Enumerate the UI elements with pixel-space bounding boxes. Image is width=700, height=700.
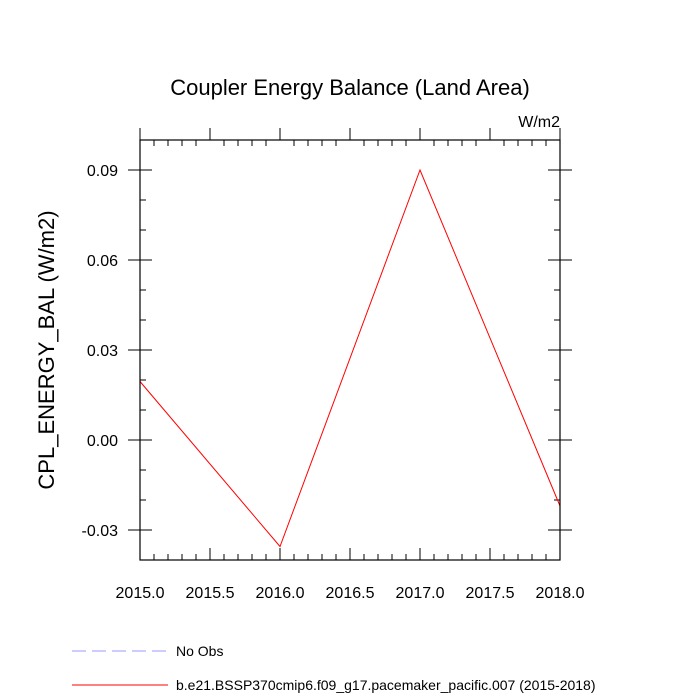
y-tick-label: 0.06 xyxy=(87,253,118,270)
y-axis-label: CPL_ENERGY_BAL (W/m2) xyxy=(34,210,59,489)
y-tick-label: 0.09 xyxy=(87,163,118,180)
legend-label-no-obs: No Obs xyxy=(176,643,223,659)
axis-ticks xyxy=(128,128,572,561)
series-line-0 xyxy=(139,168,561,548)
y-tick-label: 0.00 xyxy=(87,433,118,450)
x-tick-label: 2015.0 xyxy=(116,585,165,602)
tick-labels: 2015.0 2015.5 2016.0 2016.5 2017.0 2017.5 2018… xyxy=(82,163,585,602)
plot-frame xyxy=(139,139,561,561)
legend: No Obs b.e21.BSSP370cmip6.f09_g17.pacema… xyxy=(72,643,596,693)
y-tick-label: -0.03 xyxy=(82,523,119,540)
x-tick-label: 2018.0 xyxy=(536,585,585,602)
units-label: W/m2 xyxy=(518,114,560,131)
chart-title: Coupler Energy Balance (Land Area) xyxy=(170,75,530,100)
x-tick-label: 2015.5 xyxy=(186,585,235,602)
series-lines xyxy=(139,168,561,548)
y-tick-label: 0.03 xyxy=(87,343,118,360)
legend-label-model: b.e21.BSSP370cmip6.f09_g17.pacemaker_pac… xyxy=(176,677,596,693)
x-tick-label: 2017.0 xyxy=(396,585,445,602)
x-tick-label: 2016.5 xyxy=(326,585,375,602)
x-tick-label: 2016.0 xyxy=(256,585,305,602)
x-tick-label: 2017.5 xyxy=(466,585,515,602)
